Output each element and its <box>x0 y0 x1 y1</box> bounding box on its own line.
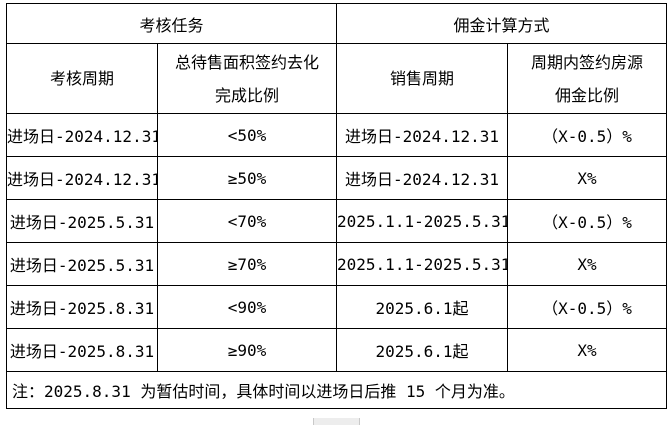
table-column-header-row: 考核周期 总待售面积签约去化 完成比例 销售周期 周期内签约房源 佣金比例 <box>6 43 668 114</box>
table-row: 进场日-2025.5.31 <70% 2025.1.1-2025.5.31 （X… <box>6 199 668 243</box>
footnote: 注：2025.8.31 为暂估时间，具体时间以进场日后推 15 个月为准。 <box>5 371 668 409</box>
cell-sales-period: 2025.6.1起 <box>336 328 509 372</box>
table-resize-handle[interactable] <box>313 418 360 425</box>
table-row: 进场日-2025.5.31 ≥70% 2025.1.1-2025.5.31 X% <box>6 242 668 286</box>
cell-sales-period: 2025.1.1-2025.5.31 <box>336 242 509 286</box>
cell-assessment-period: 进场日-2025.5.31 <box>6 199 158 243</box>
cell-completion-ratio: ≥70% <box>156 242 338 286</box>
col-header-line: 考核周期 <box>49 69 114 88</box>
col-header-assessment-period: 考核周期 <box>6 43 158 114</box>
cell-assessment-period: 进场日-2025.8.31 <box>6 328 158 372</box>
cell-sales-period: 2025.6.1起 <box>336 285 509 329</box>
table-footnote-row: 注：2025.8.31 为暂估时间，具体时间以进场日后推 15 个月为准。 <box>5 371 668 409</box>
col-header-line: 销售周期 <box>390 69 455 88</box>
col-header-line: 完成比例 <box>215 85 280 105</box>
col-header-commission-ratio: 周期内签约房源 佣金比例 <box>507 43 668 114</box>
cell-commission-ratio: （X-0.5）% <box>507 113 668 157</box>
cell-completion-ratio: <70% <box>156 199 338 243</box>
cell-completion-ratio: <90% <box>156 285 338 329</box>
cell-assessment-period: 进场日-2025.8.31 <box>6 285 158 329</box>
table-header-group-row: 考核任务 佣金计算方式 <box>5 3 668 44</box>
cell-sales-period: 进场日-2024.12.31 <box>336 113 509 157</box>
col-header-sales-period: 销售周期 <box>336 43 509 114</box>
cell-assessment-period: 进场日-2024.12.31 <box>6 156 158 200</box>
cell-completion-ratio: ≥50% <box>156 156 338 200</box>
table-row: 进场日-2024.12.31 <50% 进场日-2024.12.31 （X-0.… <box>6 113 668 157</box>
col-header-completion-ratio: 总待售面积签约去化 完成比例 <box>156 43 338 114</box>
col-header-line: 总待售面积签约去化 <box>175 52 320 72</box>
cell-assessment-period: 进场日-2024.12.31 <box>6 113 158 157</box>
cell-sales-period: 进场日-2024.12.31 <box>336 156 509 200</box>
col-header-line: 周期内签约房源 <box>531 52 644 72</box>
cell-completion-ratio: ≥90% <box>156 328 338 372</box>
cell-commission-ratio: （X-0.5）% <box>507 285 668 329</box>
cell-commission-ratio: X% <box>507 328 668 372</box>
cell-commission-ratio: X% <box>507 242 668 286</box>
cell-sales-period: 2025.1.1-2025.5.31 <box>336 199 509 243</box>
table-row: 进场日-2024.12.31 ≥50% 进场日-2024.12.31 X% <box>6 156 668 200</box>
table-row: 进场日-2025.8.31 <90% 2025.6.1起 （X-0.5）% <box>6 285 668 329</box>
cell-assessment-period: 进场日-2025.5.31 <box>6 242 158 286</box>
cell-commission-ratio: X% <box>507 156 668 200</box>
col-header-line: 佣金比例 <box>555 85 620 105</box>
cell-commission-ratio: （X-0.5）% <box>507 199 668 243</box>
header-commission-method: 佣金计算方式 <box>336 3 668 44</box>
table-row: 进场日-2025.8.31 ≥90% 2025.6.1起 X% <box>6 328 668 372</box>
header-assessment-task: 考核任务 <box>5 3 338 44</box>
commission-assessment-table: 考核任务 佣金计算方式 考核周期 总待售面积签约去化 完成比例 销售周期 周期内… <box>5 3 668 409</box>
cell-completion-ratio: <50% <box>156 113 338 157</box>
